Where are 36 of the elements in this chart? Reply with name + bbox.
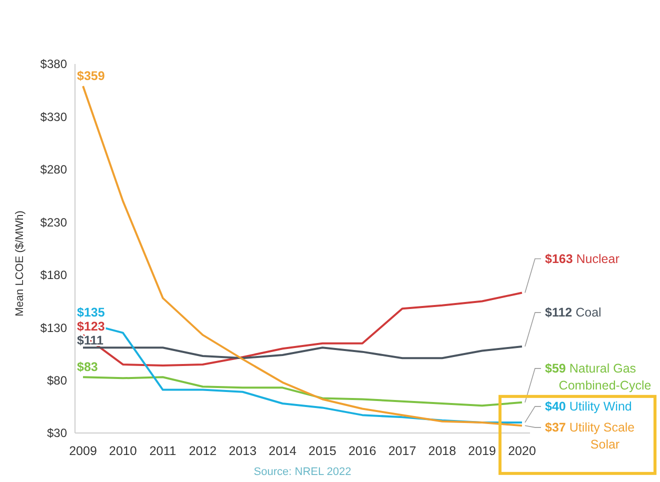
x-tick-label: 2017 <box>388 444 416 458</box>
y-tick-label: $230 <box>40 215 68 230</box>
y-tick-label: $380 <box>40 57 68 72</box>
y-tick-label: $30 <box>46 426 68 440</box>
line-series <box>82 346 523 360</box>
y-tick-label: $180 <box>40 268 68 282</box>
text: Nuclear <box>576 252 620 266</box>
line-series <box>82 376 523 407</box>
y-axis-title: Mean LCOE ($/MWh) <box>14 210 26 316</box>
data-label: $40 <box>545 399 570 414</box>
data-label: $83 <box>77 360 98 374</box>
data-label: $112 <box>545 306 576 320</box>
x-tick-label: 2019 <box>468 444 496 458</box>
data-label: $135 <box>77 305 105 320</box>
text: Coal <box>576 306 602 320</box>
x-tick-label: 2010 <box>109 444 137 458</box>
data-label: $37 <box>545 420 570 434</box>
x-tick-label: 2014 <box>268 444 296 458</box>
x-tick-label: 2009 <box>69 444 97 458</box>
data-label: $163 <box>545 252 576 266</box>
x-tick-label: 2016 <box>348 444 376 458</box>
data-label: $359 <box>77 69 105 84</box>
text: Utility Scale Solar <box>569 420 635 452</box>
data-label: $59 <box>545 361 570 376</box>
source-note: Source: NREL 2022 <box>254 466 352 478</box>
x-tick-label: 2015 <box>308 444 336 458</box>
x-tick-label: 2020 <box>508 444 536 458</box>
x-tick-label: 2013 <box>228 444 257 458</box>
x-tick-label: 2012 <box>188 444 217 458</box>
y-tick-label: $130 <box>40 320 68 335</box>
y-tick-label: $330 <box>40 110 68 124</box>
text: Utility Wind <box>569 399 632 414</box>
y-tick-label: $280 <box>40 162 68 177</box>
y-tick-label: $80 <box>46 373 68 388</box>
x-tick-label: 2018 <box>428 444 456 458</box>
x-tick-label: 2011 <box>149 444 176 458</box>
